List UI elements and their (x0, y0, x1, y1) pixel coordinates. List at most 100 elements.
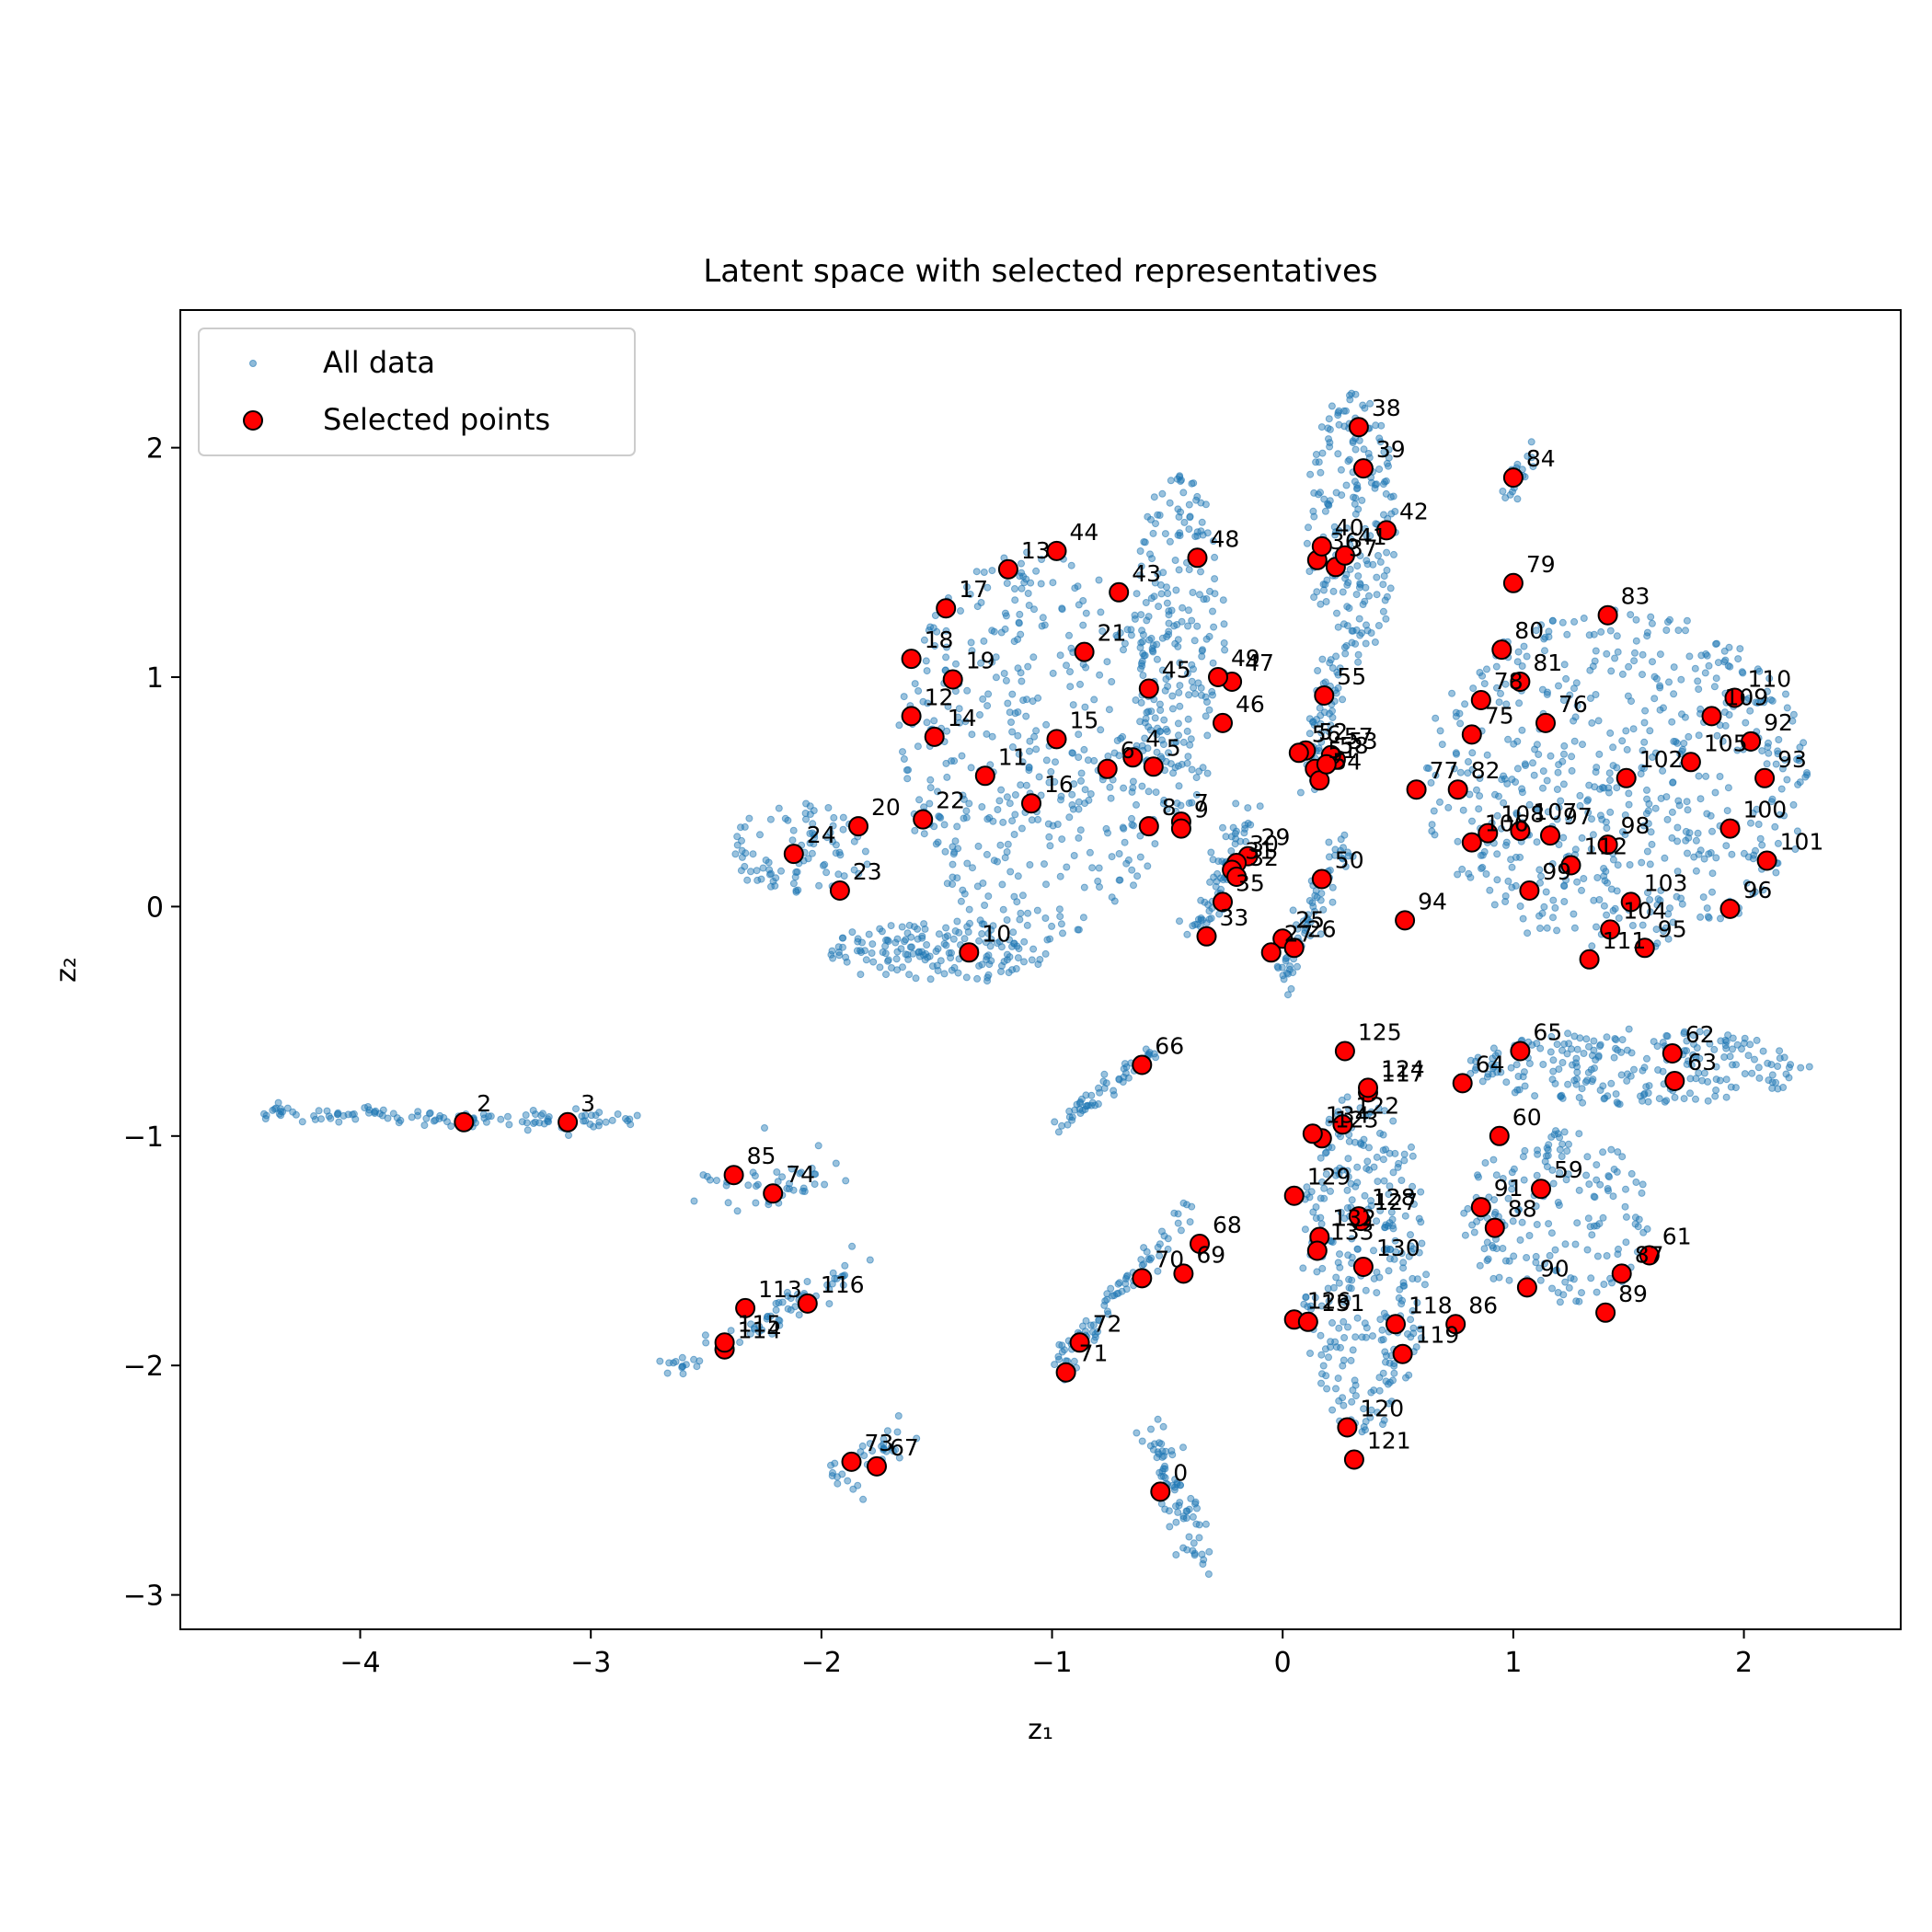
data-point (1493, 811, 1501, 820)
data-point (1121, 639, 1129, 648)
data-point (1638, 1189, 1646, 1197)
data-point (1491, 790, 1499, 799)
data-point (518, 1118, 526, 1126)
data-point (953, 822, 961, 831)
data-point (1712, 674, 1720, 683)
selected-point-label: 120 (1360, 1396, 1404, 1422)
selected-point-label: 108 (1501, 801, 1545, 828)
selected-point-label: 32 (1249, 845, 1279, 871)
selected-point-label: 121 (1367, 1428, 1411, 1455)
data-point (1174, 642, 1182, 650)
data-point (1144, 613, 1153, 621)
data-point (277, 1105, 285, 1113)
data-point (1144, 707, 1153, 716)
data-point (1070, 1357, 1078, 1365)
data-point (1118, 1287, 1126, 1295)
selected-point-label: 80 (1514, 617, 1544, 644)
data-point (1605, 1173, 1614, 1181)
data-point (1524, 929, 1532, 937)
data-point (1617, 1048, 1626, 1056)
data-point (997, 786, 1006, 794)
data-point (824, 804, 833, 811)
data-point (1335, 1279, 1343, 1287)
selected-point-label: 38 (1372, 395, 1401, 421)
data-point (1674, 627, 1683, 635)
data-point (1309, 507, 1317, 515)
data-point (1653, 939, 1662, 948)
data-point (1121, 838, 1129, 846)
data-point (963, 583, 971, 591)
data-point (1370, 1386, 1378, 1395)
data-point (1768, 696, 1777, 705)
data-point (1148, 555, 1156, 563)
data-point (1136, 832, 1144, 840)
data-point (1191, 1498, 1200, 1506)
data-point (1626, 861, 1634, 868)
data-point (1705, 914, 1713, 922)
data-point (1765, 749, 1773, 757)
data-point (1175, 782, 1183, 790)
data-point (858, 938, 866, 947)
selected-point-label: 92 (1764, 709, 1793, 736)
data-point (1075, 730, 1083, 739)
data-point (968, 647, 976, 655)
data-point (1351, 500, 1359, 508)
data-point (1527, 438, 1535, 446)
data-point (1171, 557, 1179, 564)
data-point (1748, 1069, 1756, 1077)
selected-point (1170, 818, 1191, 839)
data-point (1478, 865, 1485, 872)
data-point (983, 730, 991, 738)
data-point (1661, 854, 1669, 862)
data-point (1371, 638, 1379, 646)
selected-point-label: 68 (1213, 1212, 1242, 1238)
data-point (1549, 914, 1557, 922)
data-point (789, 826, 798, 834)
data-point (1731, 1084, 1740, 1092)
data-point (1158, 634, 1167, 642)
selected-point-label: 111 (1603, 927, 1647, 954)
data-point (1713, 731, 1721, 740)
data-point (1507, 1064, 1515, 1072)
data-point (1179, 738, 1188, 746)
data-point (1596, 1087, 1604, 1094)
data-point (937, 957, 945, 965)
data-point (766, 815, 775, 823)
data-point (751, 1172, 759, 1180)
data-point (1609, 743, 1617, 752)
data-point (1361, 1319, 1369, 1328)
data-point (1184, 715, 1192, 723)
data-point (1560, 898, 1569, 905)
selected-point-label: 27 (1284, 920, 1314, 947)
data-point (1659, 1039, 1667, 1046)
data-point (1328, 883, 1337, 891)
data-point (1585, 1180, 1593, 1189)
data-point (1444, 803, 1453, 811)
data-point (1147, 634, 1156, 642)
data-point (1565, 1283, 1573, 1292)
data-point (1301, 1225, 1309, 1234)
selected-point-label: 58 (1340, 732, 1369, 759)
data-point (1564, 1029, 1572, 1038)
data-point (1034, 960, 1042, 969)
data-point (1367, 1108, 1375, 1116)
data-point (1644, 889, 1651, 897)
data-point (1560, 1128, 1569, 1136)
data-point (1541, 1157, 1549, 1166)
data-point (1646, 860, 1654, 868)
data-point (1353, 1163, 1362, 1171)
data-point (1358, 1428, 1366, 1436)
data-point (1508, 883, 1516, 891)
data-point (1366, 399, 1374, 408)
data-point (1334, 450, 1342, 458)
data-point (1510, 1165, 1518, 1173)
data-point (773, 1168, 781, 1176)
data-point (1052, 758, 1059, 766)
data-point (1534, 804, 1542, 812)
data-point (958, 752, 966, 760)
data-point (1190, 1539, 1198, 1547)
data-point (1587, 1065, 1595, 1074)
data-point (811, 834, 819, 842)
data-point (1345, 1137, 1353, 1145)
data-point (788, 836, 797, 845)
